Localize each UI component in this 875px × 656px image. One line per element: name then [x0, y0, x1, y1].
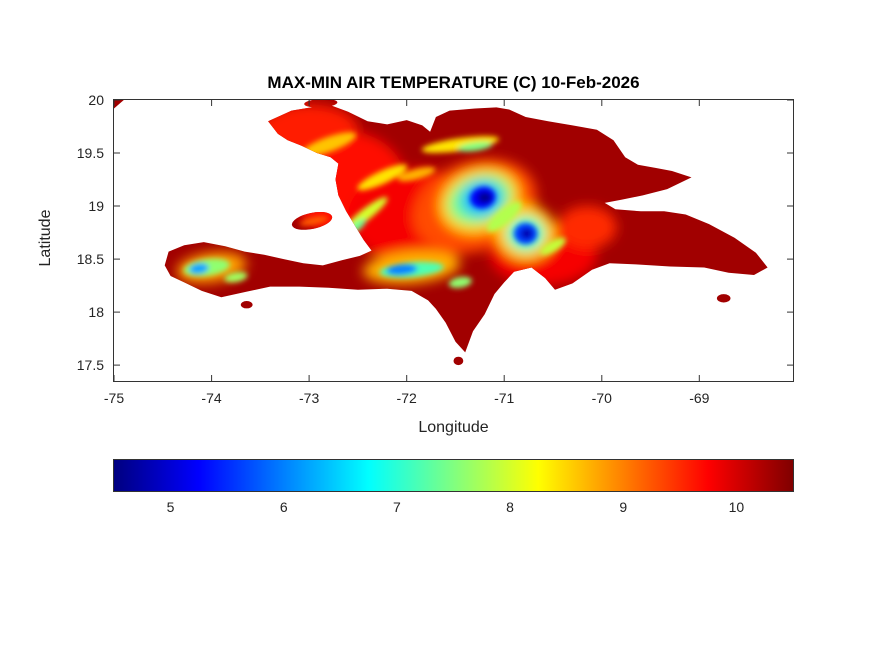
chart-title: MAX-MIN AIR TEMPERATURE (C) 10-Feb-2026: [267, 73, 640, 92]
x-axis-label: Longitude: [418, 419, 489, 436]
feature-selle-cyan: [386, 264, 418, 276]
x-tick-label: -70: [591, 390, 612, 406]
feature-nord-streak: [300, 132, 357, 157]
colorbar-tick-label: 5: [166, 499, 175, 515]
x-tick-label: -69: [689, 390, 710, 406]
feature-cordillera-core: [477, 192, 492, 203]
feature-noires-streak: [357, 164, 408, 191]
x-tick-label: -72: [396, 390, 417, 406]
axis-tick-marks: [114, 100, 793, 381]
x-tick-label: -71: [494, 390, 515, 406]
x-tick-label: -75: [103, 390, 125, 406]
colorbar: [113, 459, 794, 492]
feature-plateau-streak: [397, 167, 436, 182]
feature-bahoruco-green: [448, 276, 472, 289]
colorbar-tick-label: 7: [393, 499, 401, 515]
plot-area: [113, 99, 794, 382]
y-tick-label: 19.5: [76, 145, 104, 162]
land-region: [114, 100, 768, 366]
colorbar-tick-label: 8: [506, 499, 514, 515]
colorbar-tick-label: 6: [279, 499, 288, 515]
feature-septentrional-streak: [421, 136, 499, 153]
colorbar-tick-label: 9: [619, 499, 628, 515]
feature-ozama-streak: [540, 237, 566, 255]
feature-gonave-streak: [299, 216, 329, 226]
y-tick-label: 18: [88, 304, 104, 321]
feature-second-peak-core: [520, 228, 533, 239]
y-tick-label: 18.5: [76, 251, 104, 268]
hispaniola-temperature-map: [114, 100, 793, 381]
y-tick-label: 20: [88, 92, 104, 108]
y-tick-label: 17.5: [76, 357, 104, 374]
feature-bridge-streak: [487, 201, 522, 232]
feature-samana-south-warm: [557, 206, 617, 249]
x-tick-label: -74: [201, 390, 222, 406]
y-tick-label: 19: [88, 198, 104, 215]
colorbar-tick-label: 10: [728, 499, 745, 515]
x-tick-label: -73: [298, 390, 320, 406]
feature-hotte-cyan: [189, 263, 209, 275]
feature-cayes-green: [224, 271, 248, 283]
feature-septentrional-green: [457, 141, 493, 152]
